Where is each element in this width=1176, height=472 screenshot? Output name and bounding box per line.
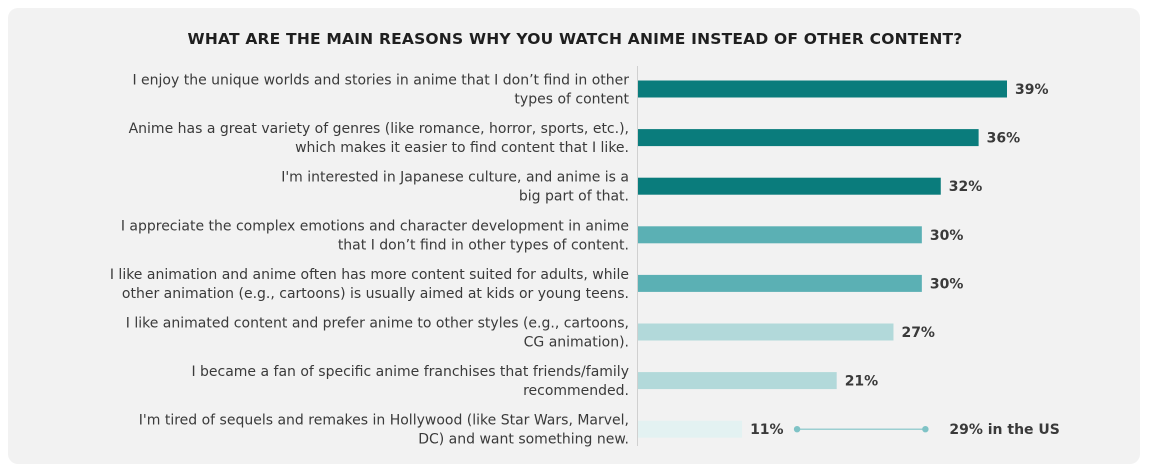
value-label: 32% (949, 179, 983, 195)
category-label: I enjoy the unique worlds and stories in… (132, 73, 629, 89)
us-comparison-annotation: 29% in the US (793, 422, 1060, 438)
bar (638, 323, 894, 341)
annotation-label: 29% in the US (949, 422, 1060, 438)
category-label: I like animated content and prefer anime… (126, 316, 629, 332)
chart-title: WHAT ARE THE MAIN REASONS WHY YOU WATCH … (187, 30, 963, 48)
category-label: DC) and want something new. (418, 432, 629, 448)
bar-row: I like animation and anime often has mor… (110, 267, 964, 302)
category-label: I'm interested in Japanese culture, and … (281, 170, 629, 186)
bar-row: I appreciate the complex emotions and ch… (121, 218, 964, 253)
bar (638, 372, 837, 390)
category-label: I'm tired of sequels and remakes in Holl… (139, 413, 629, 429)
category-label: which makes it easier to find content th… (295, 140, 629, 156)
bar-row: I enjoy the unique worlds and stories in… (132, 73, 1048, 108)
annotation-start-dot (793, 426, 801, 433)
value-label: 30% (930, 276, 964, 292)
bar (638, 177, 941, 195)
value-label: 30% (930, 228, 964, 244)
bar-row: I like animated content and prefer anime… (126, 316, 935, 351)
value-label: 11% (750, 422, 784, 438)
bar (638, 420, 743, 438)
value-label: 21% (845, 374, 879, 390)
category-label: CG animation). (524, 335, 629, 351)
value-label: 39% (1015, 82, 1049, 98)
category-label: other animation (e.g., cartoons) is usua… (122, 286, 629, 302)
category-label: Anime has a great variety of genres (lik… (129, 121, 629, 137)
category-label: I like animation and anime often has mor… (110, 267, 629, 283)
bar-row: I became a fan of specific anime franchi… (191, 364, 878, 399)
category-label: I appreciate the complex emotions and ch… (121, 218, 629, 234)
category-label: recommended. (523, 383, 629, 399)
bar (638, 80, 1007, 98)
category-label: that I don’t find in other types of cont… (338, 237, 629, 253)
bar (638, 226, 922, 244)
category-label: big part of that. (519, 189, 629, 205)
bar-rows: I enjoy the unique worlds and stories in… (110, 73, 1060, 448)
bar-row: I'm tired of sequels and remakes in Holl… (139, 413, 784, 448)
bar-row: Anime has a great variety of genres (lik… (129, 121, 1021, 156)
bar-row: I'm interested in Japanese culture, and … (281, 170, 982, 205)
annotation-end-dot (922, 426, 929, 433)
value-label: 27% (901, 325, 935, 341)
category-label: types of content (514, 92, 629, 108)
bar (638, 129, 979, 147)
bar (638, 274, 922, 292)
value-label: 36% (987, 131, 1021, 147)
category-label: I became a fan of specific anime franchi… (191, 364, 629, 380)
